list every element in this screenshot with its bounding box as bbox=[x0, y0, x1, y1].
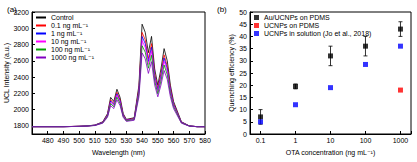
svg-text:530: 530 bbox=[121, 137, 133, 144]
svg-text:1000 ng mL⁻¹: 1000 ng mL⁻¹ bbox=[51, 54, 95, 62]
svg-text:5: 5 bbox=[243, 118, 247, 125]
svg-text:480: 480 bbox=[42, 137, 54, 144]
svg-text:490: 490 bbox=[58, 137, 70, 144]
svg-text:0.1 ng mL⁻¹: 0.1 ng mL⁻¹ bbox=[51, 22, 89, 30]
svg-text:3200: 3200 bbox=[13, 8, 29, 16]
svg-text:3000: 3000 bbox=[13, 25, 29, 32]
svg-text:570: 570 bbox=[183, 137, 195, 144]
svg-text:40: 40 bbox=[239, 33, 247, 40]
svg-text:UCNPs on PDMS: UCNPs on PDMS bbox=[264, 22, 320, 29]
svg-text:2600: 2600 bbox=[13, 57, 29, 64]
svg-text:(b): (b) bbox=[217, 5, 227, 14]
svg-text:Wavelength (nm): Wavelength (nm) bbox=[92, 149, 145, 157]
svg-text:10 ng mL⁻¹: 10 ng mL⁻¹ bbox=[51, 38, 87, 46]
svg-text:510: 510 bbox=[89, 137, 101, 144]
svg-text:15: 15 bbox=[239, 94, 247, 101]
svg-text:1 ng mL⁻¹: 1 ng mL⁻¹ bbox=[51, 30, 83, 38]
svg-text:100 ng mL⁻¹: 100 ng mL⁻¹ bbox=[51, 46, 91, 54]
svg-text:550: 550 bbox=[152, 137, 164, 144]
svg-text:1800: 1800 bbox=[13, 122, 29, 129]
svg-text:1000: 1000 bbox=[393, 137, 409, 144]
svg-text:Control: Control bbox=[51, 14, 74, 21]
svg-text:0: 0 bbox=[243, 131, 247, 138]
svg-text:30: 30 bbox=[239, 57, 247, 64]
svg-text:UCL Intensity (a.u.): UCL Intensity (a.u.) bbox=[3, 43, 11, 103]
svg-text:10: 10 bbox=[327, 137, 335, 144]
svg-text:100: 100 bbox=[360, 137, 372, 144]
svg-text:2400: 2400 bbox=[13, 74, 29, 81]
svg-text:10: 10 bbox=[239, 106, 247, 113]
svg-text:UCNPs in solution (Jo et al.,: UCNPs in solution (Jo et al., 2018) bbox=[264, 30, 371, 38]
svg-text:35: 35 bbox=[239, 45, 247, 52]
svg-text:Au/UCNPs on PDMS: Au/UCNPs on PDMS bbox=[264, 14, 330, 21]
svg-text:580: 580 bbox=[199, 137, 211, 144]
svg-text:25: 25 bbox=[239, 70, 247, 77]
svg-text:540: 540 bbox=[136, 137, 148, 144]
svg-text:520: 520 bbox=[105, 137, 117, 144]
svg-text:1: 1 bbox=[294, 137, 298, 144]
svg-text:2000: 2000 bbox=[13, 106, 29, 113]
svg-text:500: 500 bbox=[73, 137, 85, 144]
svg-text:OTA concentration (ng mL⁻¹): OTA concentration (ng mL⁻¹) bbox=[286, 149, 376, 157]
svg-text:0.1: 0.1 bbox=[256, 137, 266, 144]
svg-text:560: 560 bbox=[168, 137, 180, 144]
svg-text:50: 50 bbox=[239, 9, 247, 16]
svg-text:20: 20 bbox=[239, 82, 247, 89]
svg-text:2200: 2200 bbox=[13, 90, 29, 97]
svg-text:45: 45 bbox=[239, 21, 247, 28]
svg-text:Quenching efficiency (%): Quenching efficiency (%) bbox=[228, 34, 236, 112]
svg-text:(a): (a) bbox=[7, 5, 17, 14]
svg-text:2800: 2800 bbox=[13, 41, 29, 48]
